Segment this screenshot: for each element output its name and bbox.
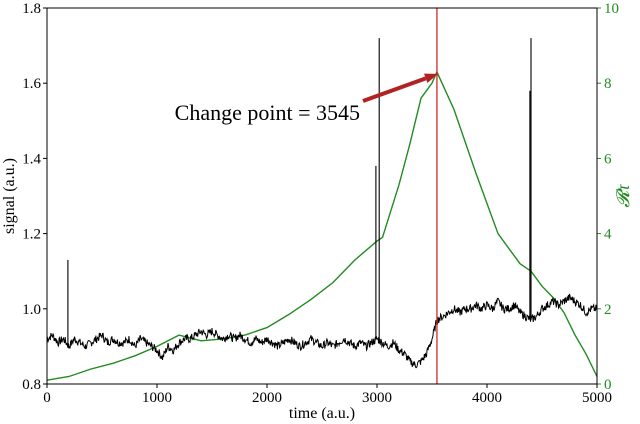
x-tick-label: 4000: [472, 390, 502, 406]
y2-tick-label: 2: [604, 302, 612, 318]
change-point-arrow: [362, 76, 427, 103]
y-tick-label: 0.8: [22, 377, 41, 393]
y-tick-label: 1.2: [22, 227, 41, 243]
tick-layer: 0 1000 2000 3000 4000 5000 0.8 1.0 1.2 1.4 1.6 1.8 0…: [22, 1, 619, 406]
x-tick-label: 5000: [582, 390, 612, 406]
y-tick-label: 1.6: [22, 76, 41, 92]
change-point-arrowhead: [424, 73, 438, 84]
annotation-layer: Change point = 3545: [175, 73, 438, 125]
y-tick-label: 1.0: [22, 302, 41, 318]
series-line-signal: [46, 293, 598, 369]
x-tick-label: 1000: [142, 390, 172, 406]
y-tick-label: 1.4: [22, 151, 41, 167]
y2-tick-label: 8: [604, 76, 612, 92]
y2-axis-label: 𝓡τ: [613, 184, 633, 208]
y2-tick-label: 0: [604, 377, 612, 393]
y-tick-label: 1.8: [22, 1, 41, 17]
plot-frame: [46, 7, 598, 385]
y2-tick-label: 10: [604, 1, 619, 17]
x-tick-label: 3000: [362, 390, 392, 406]
x-tick-label: 2000: [252, 390, 282, 406]
series-line-r-tau: [46, 70, 598, 381]
x-tick-label: 0: [43, 390, 51, 406]
y2-tick-label: 4: [604, 227, 612, 243]
y-axis-label: signal (a.u.): [1, 158, 18, 234]
x-axis-label: time (a.u.): [289, 405, 355, 422]
change-point-annotation: Change point = 3545: [175, 100, 360, 125]
series-layer: [46, 38, 598, 381]
y2-tick-label: 6: [604, 151, 612, 167]
